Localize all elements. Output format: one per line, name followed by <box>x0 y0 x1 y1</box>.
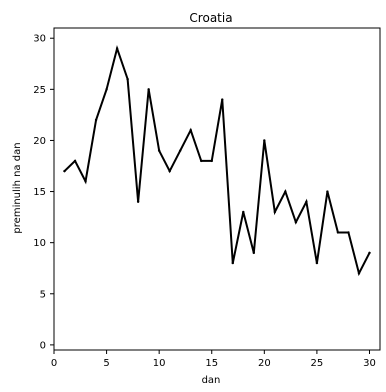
data-point <box>305 200 308 203</box>
data-point <box>284 190 287 193</box>
data-point <box>315 261 319 265</box>
data-point <box>326 190 329 193</box>
data-point <box>115 47 119 50</box>
data-point <box>73 159 77 163</box>
data-point <box>336 231 340 234</box>
data-point <box>294 221 298 224</box>
x-tick-label: 10 <box>153 358 166 369</box>
data-point <box>357 272 361 275</box>
data-point <box>368 251 371 255</box>
chart-title: Croatia <box>189 11 232 25</box>
x-axis-ticks: 0 5 10 15 20 25 30 <box>51 350 376 369</box>
y-tick-label: 25 <box>33 85 46 96</box>
data-point <box>221 98 224 101</box>
y-tick-label: 5 <box>40 289 46 300</box>
data-point <box>63 169 66 173</box>
data-point <box>200 159 203 163</box>
data-point <box>136 200 140 203</box>
y-axis-label: preminulih na dan <box>12 142 23 233</box>
x-tick-label: 30 <box>363 358 376 369</box>
series-line-1 <box>63 44 371 277</box>
y-tick-label: 0 <box>40 340 46 351</box>
data-point <box>126 77 129 81</box>
data-point <box>231 261 234 265</box>
x-axis-label: dan <box>202 375 221 386</box>
data-point <box>157 149 161 152</box>
data-point <box>168 169 171 173</box>
data-point <box>210 159 213 163</box>
y-tick-label: 30 <box>33 34 46 45</box>
data-point <box>84 180 87 183</box>
data-point <box>273 210 277 214</box>
y-tick-label: 15 <box>33 187 46 198</box>
y-axis-ticks: 0 5 10 15 20 25 30 <box>33 34 54 351</box>
x-tick-label: 20 <box>258 358 271 369</box>
data-point <box>252 251 256 255</box>
x-tick-label: 5 <box>103 358 109 369</box>
data-point <box>147 88 150 91</box>
data-point <box>263 139 266 142</box>
plot-area-frame <box>53 27 381 351</box>
x-tick-label: 25 <box>311 358 324 369</box>
data-point <box>105 88 108 91</box>
y-tick-label: 20 <box>33 136 46 147</box>
data-point <box>189 129 192 132</box>
y-tick-label: 10 <box>33 238 46 249</box>
x-tick-label: 0 <box>51 358 57 369</box>
x-tick-label: 15 <box>205 358 218 369</box>
series-layer <box>63 44 371 277</box>
data-point <box>347 231 350 234</box>
data-point <box>178 149 182 152</box>
data-point <box>94 118 98 122</box>
data-point <box>242 210 245 214</box>
